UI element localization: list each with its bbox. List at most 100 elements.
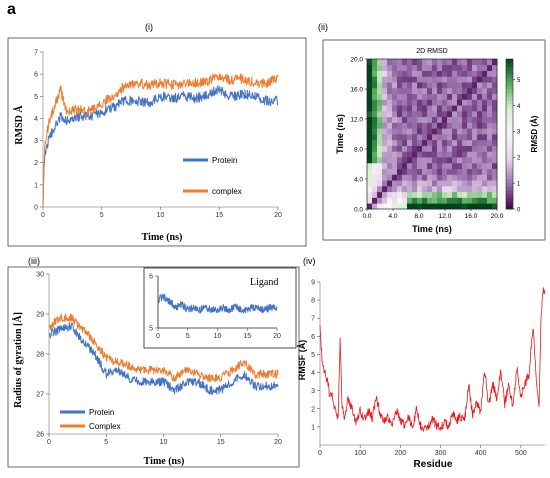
heatmap-cell [427, 70, 433, 77]
colorbar-segment [506, 66, 513, 71]
heatmap-cell [462, 99, 468, 106]
heatmap-cell [442, 191, 448, 198]
heatmap-cell [417, 87, 423, 95]
heatmap-cell [432, 87, 438, 95]
heatmap-cell [367, 59, 373, 66]
heatmap-cell [487, 128, 493, 135]
heatmap-cell [452, 122, 458, 129]
heatmap-cell [447, 64, 453, 71]
heatmap-cell [387, 105, 393, 112]
heatmap-cell [477, 105, 483, 112]
heatmap-cell [432, 128, 438, 135]
colorbar-segment [506, 194, 513, 199]
heatmap-cell [397, 151, 403, 158]
heatmap-cell [472, 99, 478, 106]
heatmap-cell [482, 197, 488, 204]
colorbar-segment [506, 137, 513, 142]
heatmap-cell [407, 122, 413, 129]
heatmap-cell [492, 162, 498, 170]
y-tick-label: 16.0 [350, 86, 363, 93]
heatmap-cell [387, 145, 393, 152]
heatmap-cell [412, 191, 418, 198]
y-tick-label: 3 [34, 138, 38, 145]
heatmap-cell [492, 203, 498, 210]
heatmap-cell [452, 134, 458, 141]
heatmap-cell [412, 82, 418, 89]
heatmap-cell [447, 180, 453, 187]
heatmap-cell [432, 191, 438, 198]
heatmap-cell [397, 157, 403, 164]
heatmap-cell [377, 110, 383, 118]
heatmap-cell [382, 162, 388, 170]
heatmap-cell [457, 70, 463, 77]
heatmap-cell [467, 197, 473, 204]
heatmap-cell [392, 116, 398, 123]
heatmap-cell [447, 59, 453, 66]
heatmap-cell [457, 122, 463, 129]
heatmap-cell [477, 191, 483, 198]
heatmap-cell [372, 105, 378, 112]
y-tick-label: 5 [311, 352, 315, 359]
heatmap-cell [392, 151, 398, 158]
heatmap-cell [462, 168, 468, 175]
heatmap-cell [447, 157, 453, 164]
heatmap-cell [397, 116, 403, 123]
heatmap-cell [397, 99, 403, 106]
heatmap-cell [442, 197, 448, 204]
heatmap-cell [452, 157, 458, 164]
colorbar-segment [506, 152, 513, 157]
heatmap-cell [427, 151, 433, 158]
heatmap-cell [457, 59, 463, 66]
heatmap-cell [457, 168, 463, 175]
heatmap-cell [432, 197, 438, 204]
heatmap-cell [387, 203, 393, 210]
colorbar-segment [506, 205, 513, 210]
heatmap-cell [367, 128, 373, 135]
heatmap-cell [407, 168, 413, 175]
heatmap-cell [382, 76, 388, 83]
heatmap-cell [422, 99, 428, 106]
heatmap-cell [432, 99, 438, 106]
heatmap-cell [417, 105, 423, 112]
y-tick-label: 7 [34, 50, 38, 57]
heatmap-cell [407, 191, 413, 198]
heatmap-cell [432, 145, 438, 152]
heatmap-cell [417, 128, 423, 135]
heatmap-cell [377, 197, 383, 204]
inset-title: Ligand [250, 277, 278, 288]
heatmap-cell [392, 191, 398, 198]
heatmap-cell [472, 122, 478, 129]
colorbar-segment [506, 77, 513, 82]
heatmap-cell [467, 122, 473, 129]
y-tick-label: 5 [34, 94, 38, 101]
heatmap-cell [397, 128, 403, 135]
heatmap-cell [422, 180, 428, 187]
heatmap-cell [452, 168, 458, 175]
heatmap-cell [467, 76, 473, 83]
y-tick-label: 7 [311, 316, 315, 323]
heatmap-cell [372, 116, 378, 123]
heatmap-cell [477, 99, 483, 106]
panel-i-frame [7, 37, 307, 247]
heatmap-cell [447, 139, 453, 146]
heatmap-cell [372, 191, 378, 198]
heatmap-cell [372, 99, 378, 106]
heatmap-cell [447, 99, 453, 106]
heatmap-cell [427, 174, 433, 181]
heatmap-cell [377, 105, 383, 112]
heatmap-cell [382, 139, 388, 146]
heatmap-cell [452, 180, 458, 187]
heatmap-cell [452, 151, 458, 158]
heatmap-cell [387, 82, 393, 89]
heatmap-cell [377, 191, 383, 198]
heatmap-cell [437, 110, 443, 118]
heatmap-cell [397, 76, 403, 83]
heatmap-cell [382, 185, 388, 193]
heatmap-cell [402, 162, 408, 170]
heatmap-cell [422, 197, 428, 204]
heatmap-cell [447, 191, 453, 198]
heatmap-cell [422, 128, 428, 135]
x-tick-label: 5 [186, 333, 190, 340]
heatmap-cell [492, 64, 498, 71]
